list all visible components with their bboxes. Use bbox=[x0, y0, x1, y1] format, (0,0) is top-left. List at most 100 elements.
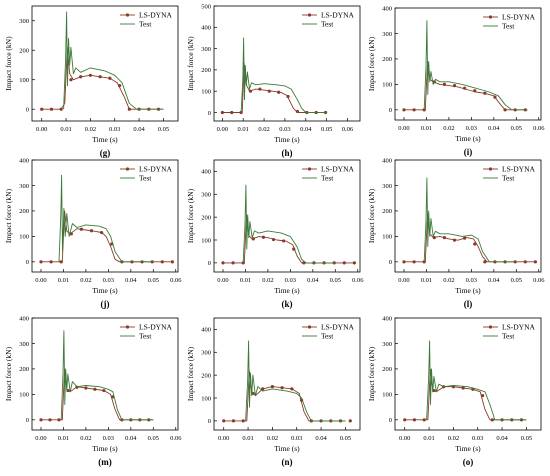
series-line-ls-dyna bbox=[223, 370, 346, 422]
x-tick-label: 0.04 bbox=[133, 126, 145, 133]
data-point-marker bbox=[412, 108, 416, 112]
data-point-marker bbox=[461, 386, 465, 390]
x-tick-label: 0.04 bbox=[125, 435, 137, 442]
panel-label: (o) bbox=[463, 457, 474, 467]
data-point-marker bbox=[295, 109, 300, 114]
series-line-test bbox=[58, 174, 154, 263]
x-tick-label: 0.01 bbox=[58, 435, 69, 442]
y-tick-label: 300 bbox=[201, 350, 211, 357]
data-point-marker bbox=[352, 261, 356, 265]
y-axis-label: Impact force (kN) bbox=[186, 36, 195, 91]
data-point-marker bbox=[258, 87, 262, 91]
data-point-marker bbox=[108, 76, 112, 80]
y-tick-label: 400 bbox=[19, 315, 29, 322]
series-line-test bbox=[242, 184, 336, 264]
legend-label: LS-DYNA bbox=[321, 11, 354, 20]
y-tick-label: 0 bbox=[389, 107, 392, 114]
legend-marker bbox=[488, 325, 493, 329]
y-axis-label: Impact force (kN) bbox=[367, 346, 376, 401]
data-point-marker bbox=[282, 239, 286, 243]
data-point-marker bbox=[261, 235, 266, 239]
y-tick-label: 0 bbox=[389, 259, 392, 266]
x-axis-label: Time (s) bbox=[274, 135, 300, 144]
y-tick-label: 200 bbox=[201, 214, 211, 221]
chart-panel: 0.00 0.01 0.02 0.03 0.04 0.05 0.06 0 100 200 300 40… bbox=[186, 159, 364, 309]
y-tick-label: 0 bbox=[208, 260, 211, 267]
legend-marker bbox=[307, 13, 312, 17]
y-tick-label: 300 bbox=[201, 192, 211, 199]
data-point-marker bbox=[402, 108, 406, 112]
x-tick-label: 0.04 bbox=[488, 277, 500, 284]
x-tick-label: 0.05 bbox=[511, 277, 522, 284]
data-point-marker bbox=[59, 107, 63, 111]
data-point-marker bbox=[422, 260, 426, 264]
y-tick-label: 0 bbox=[26, 259, 29, 266]
data-point-marker bbox=[503, 108, 507, 112]
x-tick-label: 0.02 bbox=[80, 277, 91, 284]
x-axis-label: Time (s) bbox=[455, 444, 481, 453]
x-tick-label: 0.01 bbox=[240, 277, 251, 284]
x-tick-label: 0.03 bbox=[103, 277, 114, 284]
data-point-marker bbox=[473, 242, 477, 246]
data-point-marker bbox=[66, 388, 70, 393]
y-tick-label: 400 bbox=[382, 157, 392, 164]
data-point-marker bbox=[79, 75, 83, 79]
y-tick-label: 0 bbox=[26, 417, 29, 424]
y-tick-label: 100 bbox=[19, 77, 29, 84]
y-tick-label: 100 bbox=[382, 82, 392, 89]
panel-label: (g) bbox=[100, 148, 111, 158]
data-point-marker bbox=[286, 94, 290, 99]
x-tick-label: 0.03 bbox=[472, 435, 483, 442]
data-point-marker bbox=[248, 89, 253, 93]
y-tick-label: 0 bbox=[389, 417, 392, 424]
data-point-marker bbox=[412, 418, 417, 422]
y-tick-label: 0 bbox=[208, 110, 211, 117]
data-point-marker bbox=[483, 260, 487, 264]
y-tick-label: 0 bbox=[208, 418, 211, 425]
chart-panel: 0.00 0.01 0.02 0.03 0.04 0.05 0.06 0 100 200 300 40… bbox=[367, 157, 545, 309]
x-tick-label: 0.06 bbox=[170, 435, 182, 442]
data-point-marker bbox=[493, 95, 497, 99]
x-tick-label: 0.00 bbox=[399, 435, 410, 442]
chart-panel: 0.00 0.01 0.02 0.03 0.04 0.05 0.06 0 100 200 300 40… bbox=[4, 157, 182, 309]
panel-label: (m) bbox=[98, 457, 112, 467]
y-tick-label: 400 bbox=[201, 327, 211, 334]
x-tick-label: 0.06 bbox=[170, 277, 182, 284]
data-point-marker bbox=[463, 86, 467, 90]
x-tick-label: 0.03 bbox=[285, 277, 296, 284]
data-point-marker bbox=[170, 260, 174, 264]
data-point-marker bbox=[442, 82, 447, 86]
legend-label: Test bbox=[502, 174, 515, 183]
data-point-marker bbox=[118, 84, 122, 88]
x-tick-label: 0.01 bbox=[238, 126, 249, 133]
legend-marker bbox=[307, 325, 312, 329]
data-point-marker bbox=[422, 418, 426, 422]
data-point-marker bbox=[89, 229, 94, 233]
chart-panel: 0.00 0.01 0.02 0.03 0.04 0.05 0 100 200 300 400 Tim… bbox=[186, 317, 361, 467]
x-tick-label: 0.01 bbox=[423, 435, 434, 442]
data-point-marker bbox=[57, 418, 61, 422]
data-point-marker bbox=[267, 89, 271, 93]
x-tick-label: 0.06 bbox=[533, 125, 545, 132]
x-axis-label: Time (s) bbox=[92, 135, 118, 144]
data-point-marker bbox=[452, 84, 457, 88]
legend-label: Test bbox=[502, 332, 515, 341]
data-point-marker bbox=[348, 419, 352, 423]
x-tick-label: 0.02 bbox=[443, 277, 454, 284]
data-point-marker bbox=[88, 73, 92, 77]
y-axis-label: Impact force (kN) bbox=[186, 188, 195, 243]
series-line-ls-dyna bbox=[223, 214, 354, 264]
x-tick-label: 0.01 bbox=[421, 125, 432, 132]
series-line-ls-dyna bbox=[222, 63, 327, 113]
data-point-marker bbox=[100, 230, 104, 235]
data-point-marker bbox=[59, 260, 63, 264]
data-point-marker bbox=[39, 418, 43, 422]
x-tick-label: 0.05 bbox=[521, 435, 532, 442]
series-line-ls-dyna bbox=[404, 213, 535, 263]
y-tick-label: 100 bbox=[382, 392, 392, 399]
plot-frame bbox=[213, 159, 361, 273]
